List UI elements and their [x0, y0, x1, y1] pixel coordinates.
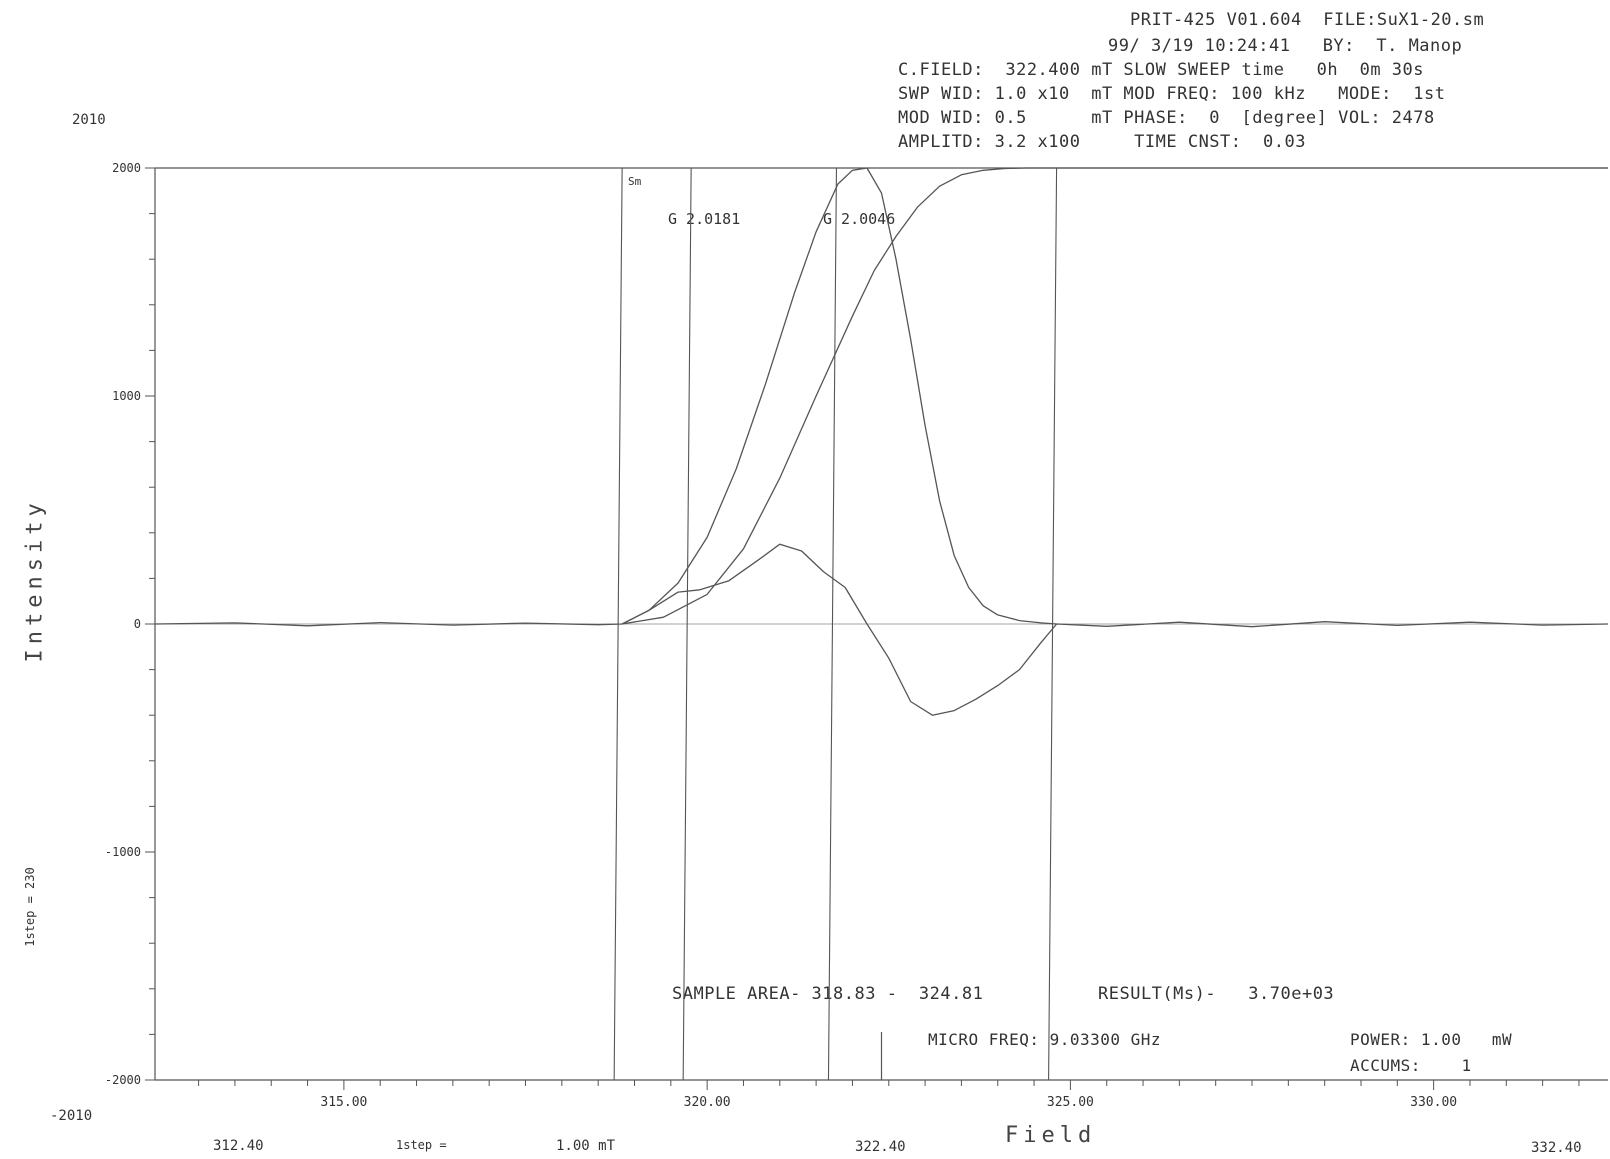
y-tick-label: 2000: [112, 161, 141, 175]
accums-text: ACCUMS: 1: [1350, 1056, 1472, 1075]
bottom-start-label: 312.40: [213, 1138, 264, 1154]
y-tick-label: 0: [134, 617, 141, 631]
y-tick-label: -2000: [105, 1073, 141, 1087]
micro-freq-text: MICRO FREQ: 9.03300 GHz: [928, 1030, 1162, 1049]
g-value-2: G 2.0046: [823, 210, 896, 228]
header-line-5: MOD WID: 0.5 mT PHASE: 0 [degree] VOL: 2…: [898, 108, 1435, 128]
g-value-1: G 2.0181: [668, 210, 741, 228]
top-left-label: 2010: [72, 112, 106, 128]
header-line-2: 99/ 3/19 10:24:41 BY: T. Manop: [1108, 36, 1463, 56]
y-tick-label: -1000: [105, 845, 141, 859]
x-tick-label: 320.00: [684, 1095, 731, 1110]
x-tick-label: 330.00: [1410, 1095, 1457, 1110]
absorption-integral-line: [621, 167, 1057, 625]
result-text: RESULT(Ms)- 3.70e+03: [1098, 984, 1335, 1004]
x-axis-title: Field: [1005, 1123, 1097, 1148]
bottom-step-value: 1.00 mT: [556, 1138, 616, 1154]
power-text: POWER: 1.00 mW: [1350, 1030, 1513, 1049]
header-line-1: PRIT-425 V01.604 FILE:SuX1-20.sm: [1130, 10, 1485, 30]
sample-area-text: SAMPLE AREA- 318.83 - 324.81: [672, 984, 984, 1004]
x-tick-label: 315.00: [320, 1095, 367, 1110]
vertical-marker-2: [682, 167, 692, 1081]
header-line-3: C.FIELD: 322.400 mT SLOW SWEEP time 0h 0…: [898, 60, 1425, 80]
derivative-spectrum-line: [154, 543, 1609, 716]
header-line-6: AMPLITD: 3.2 x100 TIME CNST: 0.03: [898, 132, 1306, 152]
sm-annotation: Sm: [628, 175, 642, 188]
x-tick-label: 325.00: [1047, 1095, 1094, 1110]
y-tick-label: 1000: [112, 389, 141, 403]
bottom-center-label: 322.40: [855, 1139, 906, 1155]
bottom-left-label: -2010: [50, 1108, 93, 1124]
bottom-step-label: 1step =: [396, 1138, 447, 1152]
vertical-marker-3: [827, 167, 838, 1081]
area-integral-line: [621, 167, 1608, 625]
header-line-4: SWP WID: 1.0 x10 mT MOD FREQ: 100 kHz MO…: [898, 84, 1446, 104]
bottom-end-label: 332.40: [1531, 1140, 1582, 1156]
